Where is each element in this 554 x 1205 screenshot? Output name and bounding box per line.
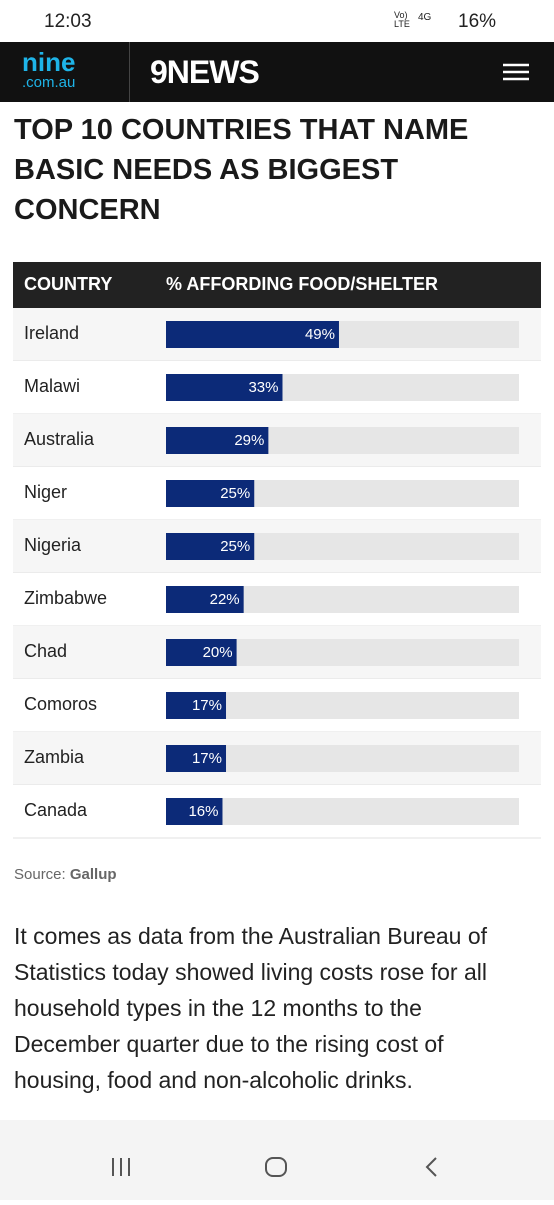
bar	[166, 745, 227, 772]
category-label: Nigeria	[24, 535, 82, 555]
column-header: % AFFORDING FOOD/SHELTER	[166, 274, 438, 294]
brand[interactable]: 9NEWS	[150, 54, 260, 90]
bar	[166, 639, 237, 666]
battery: 16%	[458, 11, 497, 32]
table-header	[13, 262, 541, 308]
status-bar: 12:03 Vo) LTE 4G 16%	[0, 0, 554, 42]
value-label: 49%	[305, 326, 335, 343]
divider	[129, 42, 130, 102]
site-header: nine .com.au 9NEWS	[0, 42, 554, 102]
value-label: 25%	[220, 485, 250, 502]
bar	[166, 480, 255, 507]
value-label: 16%	[188, 803, 218, 820]
value-label: 17%	[192, 750, 222, 767]
bar	[166, 427, 269, 454]
bar	[166, 692, 227, 719]
logo-top[interactable]: nine	[22, 47, 76, 77]
bar	[166, 798, 223, 825]
source-name: Gallup	[69, 866, 117, 883]
chart: COUNTRY % AFFORDING FOOD/SHELTER Ireland 49…	[13, 262, 541, 839]
chart-title: TOP 10 COUNTRIES THAT NAME BASIC NEEDS A…	[14, 114, 469, 226]
category-label: Niger	[24, 482, 67, 502]
nav-icons	[112, 1157, 437, 1177]
category-label: Zambia	[24, 747, 85, 767]
logo-bottom[interactable]: .com.au	[22, 74, 76, 91]
value-label: 25%	[220, 538, 250, 555]
value-label: 20%	[203, 644, 233, 661]
category-label: Ireland	[24, 323, 79, 343]
bar	[166, 321, 339, 348]
category-label: Zimbabwe	[24, 588, 107, 608]
back-button[interactable]	[425, 1157, 437, 1177]
value-label: 33%	[248, 379, 278, 396]
source-label: Source:	[14, 866, 66, 883]
bar-track	[166, 798, 519, 825]
nav-bar	[0, 1120, 554, 1200]
article-paragraph: It comes as data from the Australian Bur…	[14, 923, 488, 1093]
category-label: Chad	[24, 641, 67, 661]
bar	[166, 533, 255, 560]
menu-icon[interactable]	[503, 62, 529, 82]
column-header: COUNTRY	[24, 274, 112, 294]
source: Source: Gallup	[14, 866, 117, 883]
network: 4G	[418, 12, 432, 23]
category-label: Malawi	[24, 376, 80, 396]
volte: Vo) LTE	[394, 10, 410, 29]
category-label: Australia	[24, 429, 95, 449]
home-button[interactable]	[265, 1157, 287, 1177]
time: 12:03	[44, 11, 92, 32]
value-label: 17%	[192, 697, 222, 714]
bar	[166, 586, 244, 613]
value-label: 22%	[210, 591, 240, 608]
bar	[166, 374, 283, 401]
category-label: Comoros	[24, 694, 97, 714]
category-label: Canada	[24, 800, 88, 820]
value-label: 29%	[234, 432, 264, 449]
